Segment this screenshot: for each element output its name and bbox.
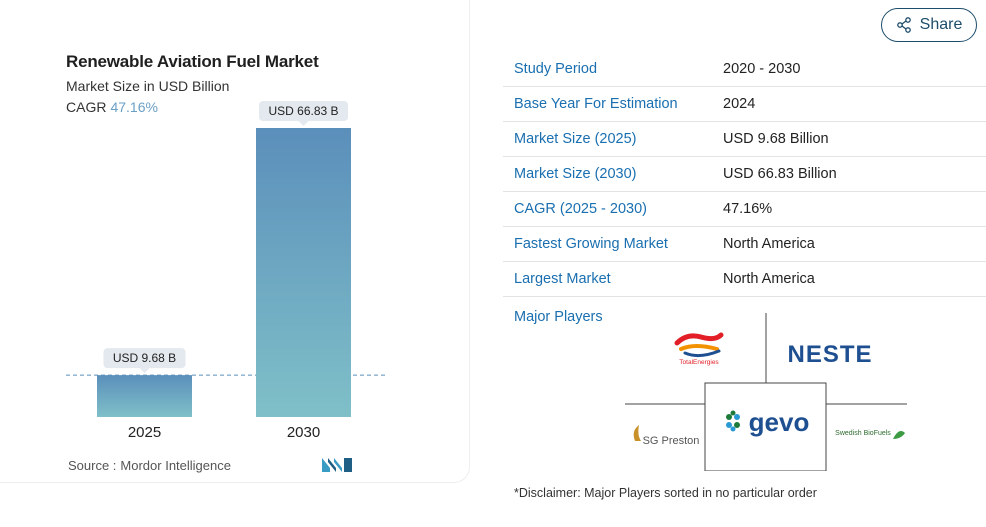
- swedish-biofuels-logo: Swedish BioFuels: [835, 430, 905, 439]
- x-tick-label: 2025: [128, 424, 161, 441]
- chart-source: Source : Mordor Intelligence: [68, 458, 231, 473]
- data-label-bg: [259, 101, 348, 121]
- stat-label[interactable]: CAGR (2025 - 2030): [514, 201, 647, 217]
- stat-row: Fastest Growing Market North America: [503, 227, 986, 262]
- major-players-label[interactable]: Major Players: [514, 309, 603, 325]
- source-label: Source :: [68, 458, 117, 473]
- stat-label[interactable]: Study Period: [514, 61, 598, 77]
- data-label-pointer: [139, 368, 150, 374]
- chart-cagr: CAGR 47.16%: [66, 99, 158, 115]
- stat-value: North America: [723, 271, 815, 287]
- mordor-intelligence-logo-icon: [322, 458, 352, 472]
- bar-chart: USD 9.68 B 2025 USD 66.83 B 2030: [66, 101, 386, 441]
- disclaimer: *Disclaimer: Major Players sorted in no …: [514, 486, 817, 500]
- source-name: Mordor Intelligence: [120, 458, 231, 473]
- bar-2030: [256, 128, 351, 417]
- cagr-value: 47.16%: [110, 99, 158, 115]
- stat-row: Market Size (2030) USD 66.83 Billion: [503, 157, 986, 192]
- gevo-logo-text: gevo: [749, 407, 810, 437]
- data-label-pointer: [298, 121, 309, 126]
- gevo-logo: gevo: [726, 407, 809, 437]
- stat-row: Study Period 2020 - 2030: [503, 52, 986, 87]
- chart-subtitle: Market Size in USD Billion: [66, 78, 230, 94]
- stat-value: USD 66.83 Billion: [723, 166, 837, 182]
- stat-label[interactable]: Market Size (2025): [514, 131, 637, 147]
- stat-label[interactable]: Market Size (2030): [514, 166, 637, 182]
- x-tick-label: 2030: [287, 424, 320, 441]
- stat-row: Market Size (2025) USD 9.68 Billion: [503, 122, 986, 157]
- totalenergies-logo-text: TotalEnergies: [679, 359, 719, 366]
- stat-value: 2024: [723, 96, 756, 112]
- stats-table: Study Period 2020 - 2030 Base Year For E…: [503, 52, 986, 297]
- stat-row: Base Year For Estimation 2024: [503, 87, 986, 122]
- sg-preston-logo: SG Preston: [633, 425, 700, 447]
- chart-card: Renewable Aviation Fuel Market Market Si…: [0, 0, 470, 483]
- chart-title: Renewable Aviation Fuel Market: [66, 52, 319, 71]
- share-button[interactable]: Share: [881, 8, 977, 42]
- stat-value: North America: [723, 236, 815, 252]
- stat-row: Largest Market North America: [503, 262, 986, 297]
- data-label: USD 9.68 B: [113, 351, 176, 365]
- cagr-label: CAGR: [66, 99, 107, 115]
- totalenergies-logo: TotalEnergies: [674, 332, 724, 366]
- stat-value: 2020 - 2030: [723, 61, 801, 77]
- major-players-grid: TotalEnergies NESTE SG Preston gevo Swed…: [625, 313, 907, 471]
- sg-preston-logo-text: SG Preston: [643, 435, 700, 447]
- stat-value: 47.16%: [723, 201, 773, 217]
- stat-label[interactable]: Largest Market: [514, 271, 611, 287]
- stat-label[interactable]: Base Year For Estimation: [514, 96, 678, 112]
- stat-value: USD 9.68 Billion: [723, 131, 829, 147]
- stat-label[interactable]: Fastest Growing Market: [514, 236, 668, 252]
- share-label: Share: [919, 16, 963, 33]
- data-label: USD 66.83 B: [268, 104, 338, 118]
- neste-logo: NESTE: [787, 341, 872, 368]
- share-icon: [896, 17, 911, 33]
- data-label-bg: [103, 348, 186, 369]
- stat-row: CAGR (2025 - 2030) 47.16%: [503, 192, 986, 227]
- swedish-biofuels-logo-text: Swedish BioFuels: [835, 430, 891, 437]
- bar-2025: [97, 375, 192, 417]
